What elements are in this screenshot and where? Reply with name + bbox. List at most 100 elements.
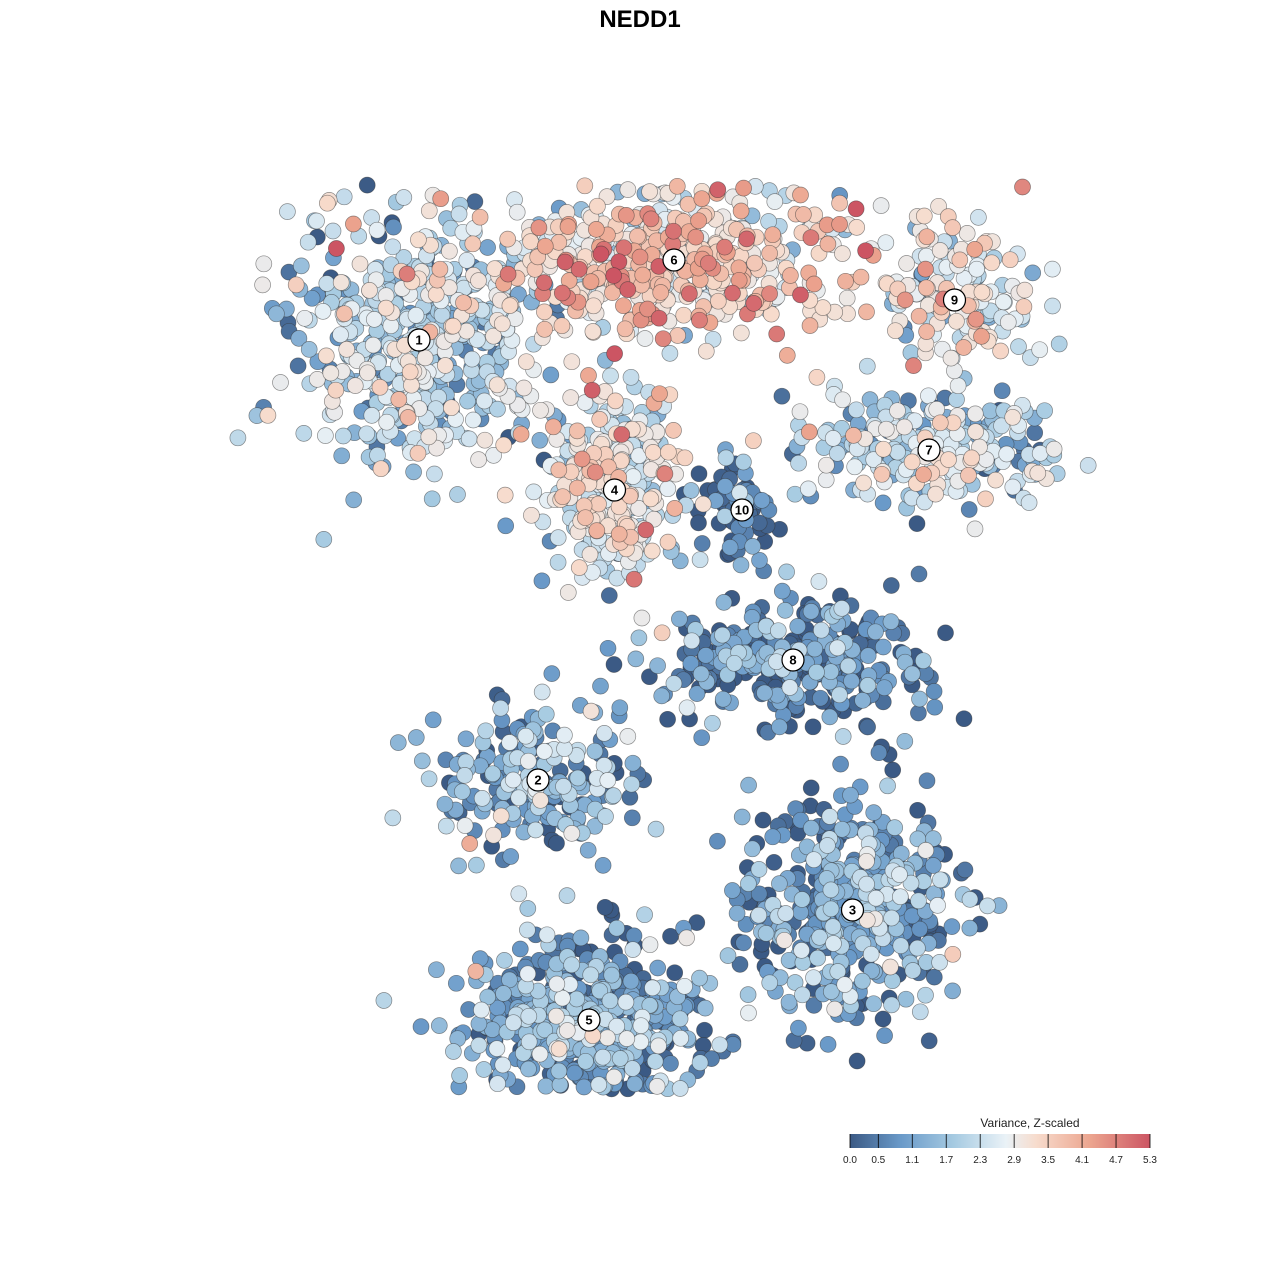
cluster-label-marker	[526, 768, 550, 792]
cell-point	[1079, 457, 1097, 474]
cell-point	[579, 841, 597, 859]
cell-point	[719, 947, 737, 964]
cell-point	[410, 231, 427, 249]
cell-point	[651, 385, 668, 403]
cell-point	[322, 364, 340, 382]
cell-point	[678, 699, 696, 717]
cell-point	[581, 546, 599, 563]
cell-point	[570, 559, 588, 576]
cell-point	[967, 423, 984, 440]
cell-point	[833, 820, 851, 838]
cluster-label-5: 5	[577, 1008, 601, 1032]
cell-point	[778, 347, 796, 364]
cell-point	[837, 272, 854, 290]
cell-point	[569, 769, 587, 787]
cell-point	[470, 1036, 488, 1054]
cell-point	[738, 230, 756, 248]
cell-point	[379, 365, 397, 383]
chart-title: NEDD1	[599, 6, 680, 33]
cell-point	[948, 312, 965, 330]
cell-point	[874, 638, 892, 656]
cell-point	[889, 443, 906, 461]
cell-point	[977, 490, 994, 508]
cell-point	[917, 842, 935, 859]
cell-point	[577, 509, 594, 527]
cell-point	[817, 471, 835, 489]
cell-point	[831, 686, 848, 704]
cell-point	[501, 734, 518, 751]
cell-point	[495, 985, 512, 1002]
cell-point	[769, 622, 787, 640]
cell-point	[364, 336, 382, 354]
cell-point	[993, 382, 1011, 400]
cell-point	[324, 222, 342, 240]
cell-point	[740, 875, 757, 892]
cell-point	[892, 937, 910, 955]
cell-point	[599, 772, 617, 789]
cell-point	[532, 791, 549, 809]
cell-point	[858, 357, 876, 375]
cell-point	[641, 183, 658, 200]
cell-point	[681, 285, 698, 303]
cell-point	[1031, 445, 1049, 462]
cell-point	[625, 570, 643, 588]
cell-point	[793, 891, 811, 908]
cell-point	[591, 411, 609, 428]
cell-point	[724, 882, 741, 899]
cell-point	[709, 181, 727, 199]
cell-point	[826, 1000, 844, 1018]
cell-point	[968, 260, 986, 278]
cell-point	[536, 237, 554, 255]
cell-point	[473, 790, 491, 807]
cell-point	[458, 252, 476, 269]
cell-point	[608, 1017, 626, 1035]
cell-point	[1050, 335, 1068, 353]
cell-point	[987, 471, 1004, 489]
cell-point	[918, 228, 936, 246]
cell-point	[363, 407, 381, 424]
cell-point	[488, 376, 506, 394]
cell-point	[619, 281, 637, 298]
cell-point	[584, 323, 602, 340]
cell-point	[857, 242, 874, 260]
cell-point	[691, 551, 709, 569]
cell-point	[728, 904, 746, 922]
cell-point	[345, 215, 362, 233]
cell-point	[649, 657, 666, 675]
cell-point	[973, 328, 990, 345]
cell-point	[973, 283, 991, 301]
cell-point	[464, 235, 482, 253]
cell-point	[822, 900, 840, 918]
points-layer	[229, 176, 1097, 1098]
cell-point	[605, 1068, 623, 1086]
cell-point	[611, 1050, 629, 1067]
cell-point	[942, 349, 960, 367]
cell-point	[641, 997, 659, 1014]
cell-point	[492, 807, 510, 825]
cell-point	[395, 189, 413, 206]
cell-point	[765, 854, 783, 871]
cell-point	[586, 463, 604, 481]
cell-point	[910, 892, 927, 910]
cell-point	[437, 817, 455, 835]
cell-point	[666, 964, 684, 982]
cluster-label-marker	[602, 478, 627, 502]
cell-point	[432, 190, 450, 208]
cell-point	[517, 353, 535, 371]
cell-point	[834, 245, 851, 262]
cell-point	[961, 891, 979, 908]
cell-point	[430, 1017, 448, 1034]
cell-point	[843, 672, 860, 690]
cell-point	[819, 1036, 837, 1053]
cell-point	[562, 389, 580, 406]
cell-point	[691, 969, 708, 987]
cell-point	[587, 221, 605, 238]
cell-point	[801, 317, 819, 334]
cell-point	[876, 1027, 893, 1044]
cell-point	[455, 294, 472, 312]
cell-point	[811, 928, 828, 946]
cell-point	[693, 535, 711, 552]
cell-point	[846, 458, 864, 476]
cell-point	[229, 429, 247, 447]
cell-point	[504, 771, 522, 789]
